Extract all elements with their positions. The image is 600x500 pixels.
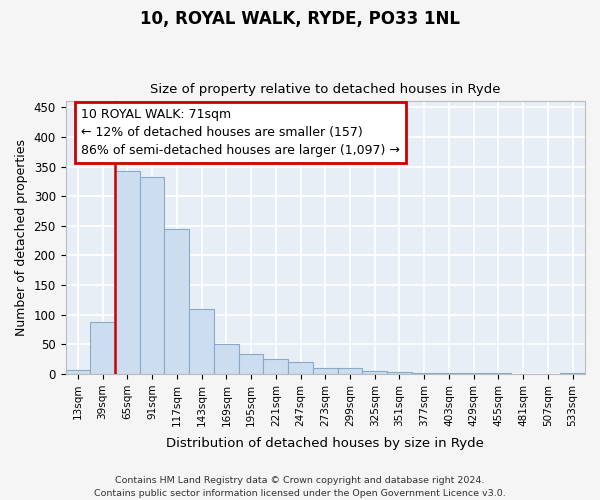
Bar: [412, 373, 437, 374]
Bar: [140, 176, 164, 374]
Bar: [189, 309, 214, 374]
Bar: [115, 172, 140, 374]
Bar: [288, 362, 313, 374]
Bar: [362, 371, 387, 374]
Bar: [437, 373, 461, 374]
Bar: [65, 370, 90, 374]
Bar: [560, 373, 585, 374]
X-axis label: Distribution of detached houses by size in Ryde: Distribution of detached houses by size …: [166, 437, 484, 450]
Title: Size of property relative to detached houses in Ryde: Size of property relative to detached ho…: [150, 83, 500, 96]
Bar: [90, 322, 115, 374]
Bar: [387, 372, 412, 374]
Bar: [164, 229, 189, 374]
Text: 10 ROYAL WALK: 71sqm
← 12% of detached houses are smaller (157)
86% of semi-deta: 10 ROYAL WALK: 71sqm ← 12% of detached h…: [81, 108, 400, 157]
Text: 10, ROYAL WALK, RYDE, PO33 1NL: 10, ROYAL WALK, RYDE, PO33 1NL: [140, 10, 460, 28]
Bar: [338, 368, 362, 374]
Text: Contains HM Land Registry data © Crown copyright and database right 2024.
Contai: Contains HM Land Registry data © Crown c…: [94, 476, 506, 498]
Y-axis label: Number of detached properties: Number of detached properties: [15, 139, 28, 336]
Bar: [239, 354, 263, 374]
Bar: [313, 368, 338, 374]
Bar: [263, 358, 288, 374]
Bar: [214, 344, 239, 374]
